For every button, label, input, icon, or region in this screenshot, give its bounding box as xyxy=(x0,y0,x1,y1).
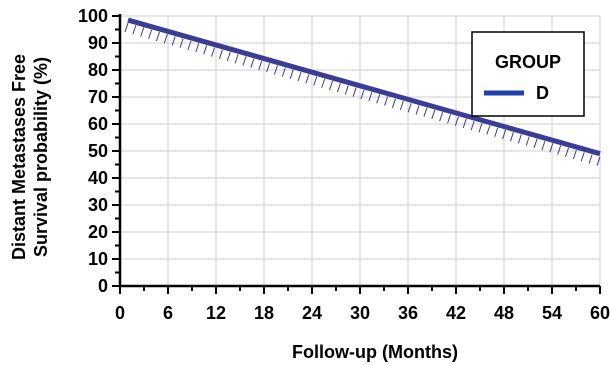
censor-mark xyxy=(368,91,373,102)
y-tick-label-30: 30 xyxy=(88,195,108,215)
censor-mark xyxy=(289,69,294,79)
legend-series-label: D xyxy=(536,83,549,103)
censor-mark xyxy=(517,134,522,144)
censor-mark xyxy=(140,27,145,37)
x-tick-label-18: 18 xyxy=(254,303,274,323)
censor-mark xyxy=(352,87,357,97)
censor-mark xyxy=(391,98,396,108)
censor-mark xyxy=(423,107,428,117)
censor-mark xyxy=(148,29,153,39)
censor-mark xyxy=(565,147,570,157)
censor-mark xyxy=(321,78,326,88)
censor-mark xyxy=(360,89,365,100)
x-tick-label-54: 54 xyxy=(542,303,562,323)
censor-mark xyxy=(187,40,192,51)
censor-mark xyxy=(478,123,483,133)
censor-mark xyxy=(384,96,389,106)
censor-mark xyxy=(439,111,444,122)
censor-mark xyxy=(541,140,546,151)
censor-mark xyxy=(447,114,452,124)
censor-mark xyxy=(462,118,467,128)
censor-mark xyxy=(281,67,286,77)
censor-mark xyxy=(533,138,538,149)
y-tick-label-90: 90 xyxy=(88,33,108,53)
censor-mark xyxy=(305,74,310,84)
censor-mark xyxy=(407,103,412,113)
censor-mark xyxy=(273,65,278,75)
y-tick-label-20: 20 xyxy=(88,222,108,242)
y-tick-label-70: 70 xyxy=(88,87,108,107)
y-axis-title-line1: Distant Metastases Free xyxy=(9,54,29,260)
x-tick-label-42: 42 xyxy=(446,303,466,323)
censor-mark xyxy=(155,31,160,42)
x-axis-ticks: 0 6 12 18 24 30 36 42 48 54 60 xyxy=(115,286,610,323)
censor-mark xyxy=(336,83,341,93)
censor-mark xyxy=(494,127,499,137)
x-tick-label-60: 60 xyxy=(590,303,610,323)
censor-mark xyxy=(415,105,420,115)
x-tick-label-36: 36 xyxy=(398,303,418,323)
y-tick-label-60: 60 xyxy=(88,114,108,134)
x-axis-title: Follow-up (Months) xyxy=(292,342,458,362)
censor-mark xyxy=(234,54,239,64)
censor-mark xyxy=(124,22,129,33)
censor-mark xyxy=(258,60,263,71)
censor-mark xyxy=(580,152,585,162)
censor-mark xyxy=(486,125,491,135)
x-tick-label-0: 0 xyxy=(115,303,125,323)
y-tick-label-80: 80 xyxy=(88,60,108,80)
censor-mark xyxy=(179,38,184,48)
censor-mark xyxy=(226,51,231,62)
censor-mark xyxy=(502,129,507,140)
y-tick-label-40: 40 xyxy=(88,168,108,188)
y-axis-ticks: 0 10 20 30 40 50 60 70 80 90 100 xyxy=(78,6,120,296)
censor-mark xyxy=(203,45,208,55)
y-tick-label-100: 100 xyxy=(78,6,108,26)
x-tick-label-6: 6 xyxy=(163,303,173,323)
censor-mark xyxy=(329,80,334,91)
legend-box xyxy=(471,31,585,117)
x-tick-label-48: 48 xyxy=(494,303,514,323)
x-tick-label-30: 30 xyxy=(350,303,370,323)
y-tick-label-0: 0 xyxy=(98,276,108,296)
censor-mark xyxy=(509,132,514,142)
series-lines xyxy=(127,17,601,157)
censor-mark xyxy=(171,36,176,46)
legend: GROUP D xyxy=(471,31,585,117)
censor-mark xyxy=(132,25,137,35)
censor-mark xyxy=(195,42,200,53)
censor-mark xyxy=(588,154,593,164)
censor-mark xyxy=(431,109,436,120)
y-tick-label-50: 50 xyxy=(88,141,108,161)
censor-mark xyxy=(266,62,271,73)
censor-mark xyxy=(549,143,554,153)
censor-mark xyxy=(211,47,216,57)
censor-mark xyxy=(313,76,318,86)
y-tick-label-10: 10 xyxy=(88,249,108,269)
x-tick-label-12: 12 xyxy=(206,303,226,323)
censor-mark xyxy=(163,34,168,44)
censor-mark xyxy=(250,58,255,68)
legend-title: GROUP xyxy=(495,52,561,72)
censor-mark xyxy=(344,85,349,95)
censor-mark xyxy=(525,136,530,146)
censor-mark xyxy=(218,49,223,59)
censor-mark xyxy=(242,56,247,66)
censor-mark xyxy=(454,116,459,126)
censor-mark xyxy=(572,149,577,160)
censor-marks xyxy=(124,22,601,166)
censor-mark xyxy=(297,71,302,82)
x-tick-label-24: 24 xyxy=(302,303,322,323)
censor-mark xyxy=(470,120,475,131)
y-axis-title-line2: Survival probability (%) xyxy=(31,57,51,257)
censor-mark xyxy=(399,100,404,111)
censor-mark xyxy=(596,156,601,166)
censor-mark xyxy=(557,145,562,155)
censor-mark xyxy=(376,94,381,104)
series-line-0 xyxy=(127,17,601,157)
